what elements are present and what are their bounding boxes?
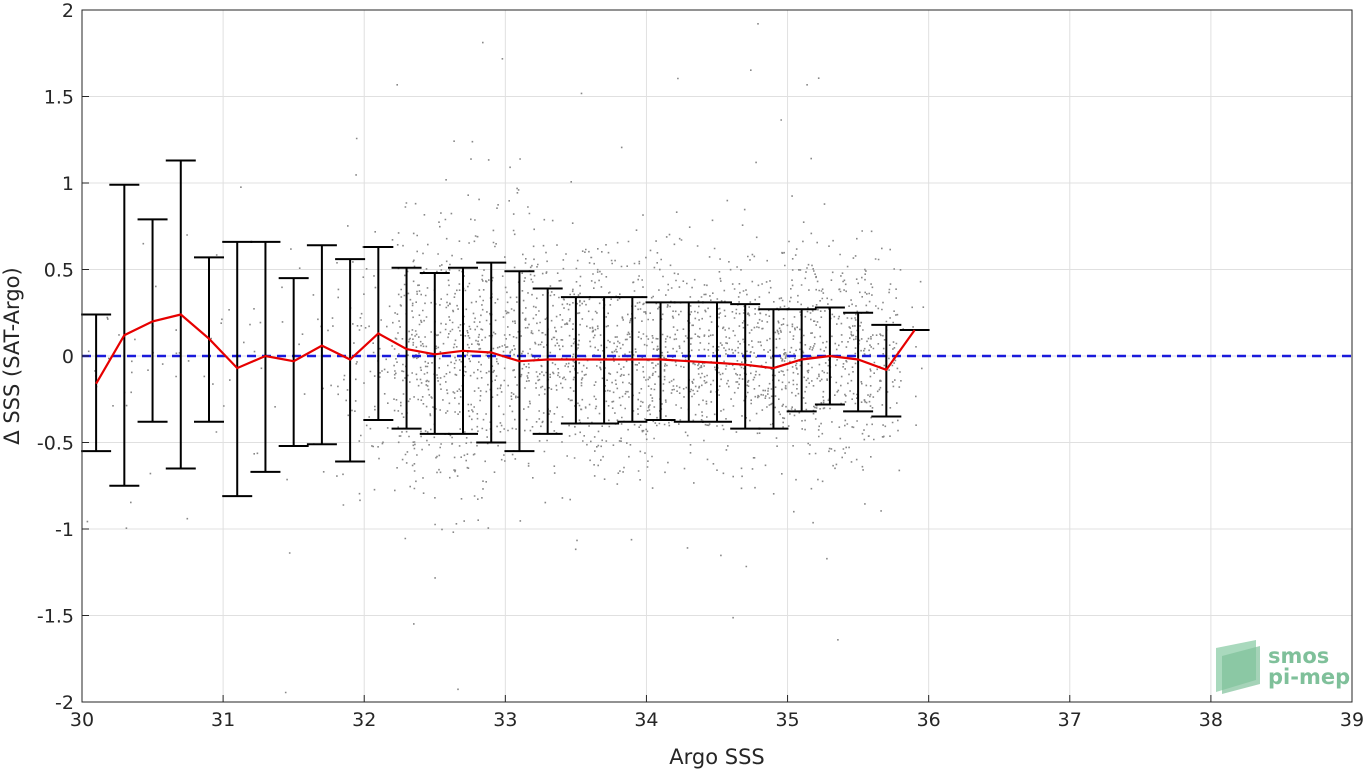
x-tick-label: 30	[70, 709, 94, 731]
y-tick-label: -2	[55, 692, 74, 714]
y-tick-label: -1	[55, 519, 74, 541]
x-tick-label: 33	[493, 709, 517, 731]
smos-pi-mep-logo: smos pi-mep	[1216, 640, 1350, 694]
x-tick-label: 32	[352, 709, 376, 731]
x-axis-label: Argo SSS	[669, 745, 764, 769]
y-axis-label: Δ SSS (SAT-Argo)	[0, 267, 24, 444]
y-tick-label: 0	[62, 346, 74, 368]
x-tick-label: 34	[634, 709, 658, 731]
mean-line	[95, 313, 916, 385]
mean-polyline	[95, 313, 916, 385]
y-tick-label: -0.5	[37, 433, 74, 455]
logo-mark-layer	[1222, 646, 1260, 694]
x-tick-label: 31	[211, 709, 235, 731]
y-tick-label: 1.5	[44, 87, 74, 109]
logo-text-pi-mep: pi-mep	[1268, 665, 1350, 689]
x-tick-label: 38	[1199, 709, 1223, 731]
x-tick-labels: 30 31 32 33 34 35 36 37 38 39	[70, 695, 1364, 731]
y-tick-label: 2	[62, 0, 74, 22]
logo-text-smos: smos	[1268, 644, 1329, 668]
x-tick-label: 39	[1340, 709, 1364, 731]
y-tick-label: 1	[62, 173, 74, 195]
x-tick-label: 37	[1058, 709, 1082, 731]
y-tick-label: -1.5	[37, 606, 74, 628]
y-tick-label: 0.5	[44, 260, 74, 282]
x-tick-label: 35	[775, 709, 799, 731]
x-tick-label: 36	[917, 709, 941, 731]
y-tick-labels: -2 -1.5 -1 -0.5 0 0.5 1 1.5 2	[37, 0, 89, 714]
